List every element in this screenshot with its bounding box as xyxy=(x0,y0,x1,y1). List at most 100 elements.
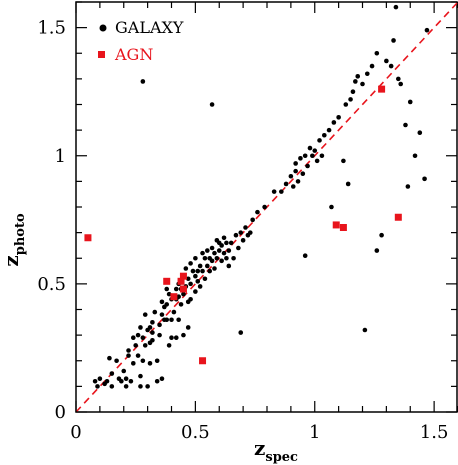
galaxy-point xyxy=(171,309,177,315)
agn-point xyxy=(199,357,207,365)
galaxy-point xyxy=(92,378,98,384)
galaxy-point xyxy=(302,253,308,258)
galaxy-point xyxy=(147,325,153,330)
galaxy-point xyxy=(226,263,232,269)
galaxy-point xyxy=(154,358,160,364)
galaxy-point xyxy=(236,245,241,251)
galaxy-point xyxy=(164,286,170,292)
agn-point xyxy=(84,234,92,242)
galaxy-point xyxy=(212,266,217,271)
galaxy-point xyxy=(288,173,294,179)
galaxy-point xyxy=(135,332,141,338)
galaxy-point xyxy=(164,302,170,307)
galaxy-point xyxy=(145,384,150,389)
galaxy-point xyxy=(159,299,165,305)
galaxy-point xyxy=(214,255,220,261)
galaxy-point xyxy=(166,291,172,297)
galaxy-point xyxy=(364,71,370,77)
galaxy-point xyxy=(345,181,351,187)
galaxy-point xyxy=(255,209,260,215)
galaxy-point xyxy=(293,161,298,166)
galaxy-point xyxy=(157,322,162,328)
galaxy-point xyxy=(240,238,246,243)
agn-point xyxy=(163,277,171,285)
x-tick-label: 1.5 xyxy=(420,422,449,443)
galaxy-point xyxy=(188,296,193,302)
galaxy-point xyxy=(247,230,253,235)
galaxy-point xyxy=(142,312,148,317)
galaxy-point xyxy=(164,317,170,323)
galaxy-point xyxy=(178,302,184,307)
galaxy-point xyxy=(233,232,239,238)
x-tick-label: 1 xyxy=(309,422,320,443)
agn-point xyxy=(177,277,185,285)
galaxy-point xyxy=(398,81,404,87)
galaxy-point xyxy=(152,309,158,315)
galaxy-point xyxy=(224,240,229,246)
galaxy-point xyxy=(374,50,380,56)
galaxy-point xyxy=(140,335,146,340)
galaxy-point xyxy=(126,348,131,353)
galaxy-point xyxy=(343,102,349,107)
galaxy-point xyxy=(279,189,284,194)
x-tick-label: 0.5 xyxy=(181,422,210,443)
galaxy-point xyxy=(396,76,401,82)
galaxy-point xyxy=(224,255,229,261)
galaxy-point xyxy=(173,286,179,292)
galaxy-point xyxy=(331,120,337,125)
galaxy-point xyxy=(384,58,389,64)
galaxy-point xyxy=(341,158,346,164)
galaxy-point xyxy=(283,181,289,187)
galaxy-point xyxy=(391,38,396,43)
galaxy-point xyxy=(104,378,110,384)
galaxy-point xyxy=(190,268,196,274)
galaxy-point xyxy=(374,248,380,253)
galaxy-point xyxy=(317,138,322,143)
galaxy-point xyxy=(412,153,418,159)
galaxy-point xyxy=(219,243,224,248)
galaxy-point xyxy=(157,332,162,338)
galaxy-point xyxy=(228,240,234,246)
galaxy-point xyxy=(219,258,224,264)
galaxy-point xyxy=(138,325,143,330)
galaxy-point xyxy=(200,268,205,274)
galaxy-point xyxy=(193,255,198,261)
legend: GALAXY AGN xyxy=(98,18,184,64)
galaxy-point xyxy=(353,79,358,84)
galaxy-point xyxy=(202,255,208,261)
galaxy-point xyxy=(154,378,160,384)
galaxy-point xyxy=(185,276,191,282)
galaxy-point xyxy=(293,168,298,174)
galaxy-point xyxy=(200,250,205,256)
galaxy-point xyxy=(169,317,174,323)
galaxy-point xyxy=(314,158,320,164)
galaxy-point xyxy=(185,325,191,330)
galaxy-point xyxy=(176,317,181,323)
galaxy-point xyxy=(188,281,193,287)
galaxy-point xyxy=(193,289,198,294)
galaxy-point xyxy=(326,127,332,133)
galaxy-point xyxy=(307,145,313,151)
galaxy-point xyxy=(159,312,165,317)
galaxy-point xyxy=(183,266,189,271)
galaxy-point xyxy=(231,255,236,261)
agn-point xyxy=(394,213,402,221)
galaxy-point xyxy=(150,320,155,325)
agn-point xyxy=(332,221,340,229)
galaxy-point xyxy=(300,171,306,176)
galaxy-point xyxy=(195,268,201,274)
y-tick-label: 1 xyxy=(55,146,66,167)
galaxy-point xyxy=(216,248,222,253)
galaxy-point xyxy=(209,102,215,107)
galaxy-point xyxy=(209,245,215,251)
galaxy-point xyxy=(319,153,325,159)
galaxy-point xyxy=(393,4,399,10)
galaxy-point xyxy=(159,376,165,381)
y-tick-label: 0.5 xyxy=(37,274,66,295)
galaxy-point xyxy=(181,291,186,297)
agn-point xyxy=(170,293,178,301)
galaxy-point xyxy=(131,361,136,366)
galaxy-point xyxy=(388,63,394,69)
galaxy-point xyxy=(290,184,296,189)
agn-point xyxy=(378,85,386,93)
